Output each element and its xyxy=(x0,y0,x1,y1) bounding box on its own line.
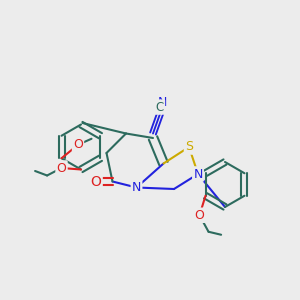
Text: N: N xyxy=(158,95,167,109)
Text: S: S xyxy=(185,140,193,154)
Text: N: N xyxy=(193,167,203,181)
Text: O: O xyxy=(73,138,83,151)
Text: C: C xyxy=(156,100,164,114)
Text: N: N xyxy=(132,181,141,194)
Text: O: O xyxy=(195,209,205,222)
Text: O: O xyxy=(57,161,66,175)
Text: O: O xyxy=(91,175,101,188)
